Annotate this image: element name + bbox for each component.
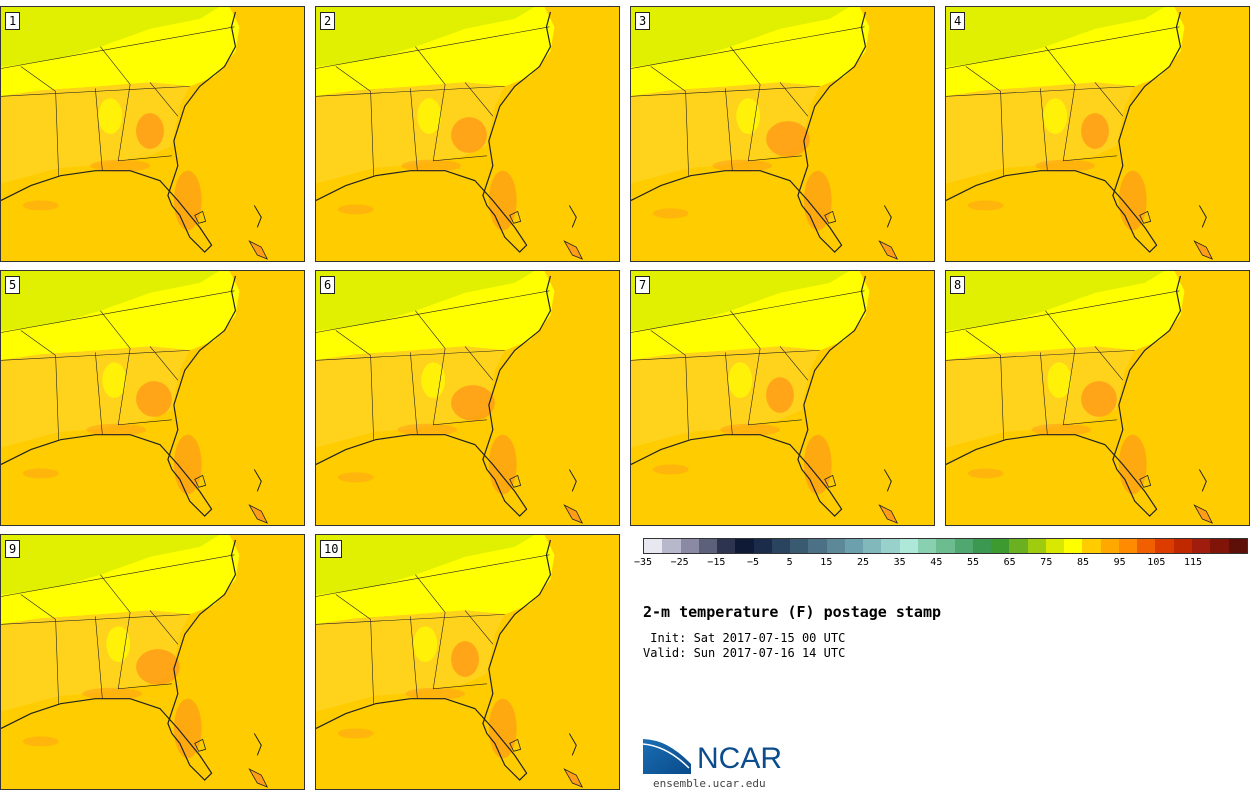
- colorbar-tick-label: −25: [670, 557, 689, 568]
- colorbar-swatch: [662, 539, 681, 553]
- member-label: 10: [320, 540, 343, 558]
- colorbar-tick-label: 25: [856, 557, 870, 568]
- colorbar-swatch: [1118, 539, 1138, 553]
- colorbar-swatch: [717, 539, 736, 553]
- member-panel-2: 2: [315, 6, 620, 262]
- temperature-map: [316, 271, 619, 525]
- colorbar-swatch: [771, 539, 791, 553]
- member-panel-7: 7: [630, 270, 935, 526]
- colorbar-tick-label: 95: [1113, 557, 1126, 568]
- member-panel-6: 6: [315, 270, 620, 526]
- colorbar-swatch: [899, 539, 918, 553]
- colorbar-swatch: [1100, 539, 1119, 553]
- temperature-map: [1, 7, 304, 261]
- colorbar-swatch: [863, 539, 882, 553]
- colorbar-swatch: [698, 539, 718, 553]
- colorbar-swatch: [844, 539, 864, 553]
- member-label: 1: [5, 12, 21, 30]
- colorbar-swatch: [1228, 539, 1247, 553]
- member-label: 6: [320, 276, 336, 294]
- chart-title: 2-m temperature (F) postage stamp: [643, 603, 942, 621]
- member-panel-1: 1: [0, 6, 305, 262]
- colorbar-tick-label: −5: [746, 557, 760, 568]
- temperature-map: [631, 7, 934, 261]
- colorbar-swatch: [808, 539, 827, 553]
- member-label: 3: [635, 12, 651, 30]
- member-panel-10: 10: [315, 534, 620, 790]
- colorbar-tick-label: 45: [930, 557, 943, 568]
- colorbar-tick-label: −15: [707, 557, 726, 568]
- colorbar-swatch: [972, 539, 992, 553]
- colorbar-tick-label: 35: [893, 557, 906, 568]
- member-label: 5: [5, 276, 21, 294]
- colorbar-swatch: [954, 539, 973, 553]
- colorbar-tick-label: 5: [786, 557, 793, 568]
- valid-time: Valid: Sun 2017-07-16 14 UTC: [643, 646, 846, 660]
- colorbar-swatch: [753, 539, 772, 553]
- colorbar-tick-label: 115: [1183, 557, 1203, 568]
- colorbar-swatch: [881, 539, 900, 553]
- member-panel-9: 9: [0, 534, 305, 790]
- member-panel-8: 8: [945, 270, 1250, 526]
- init-time: Init: Sat 2017-07-15 00 UTC: [643, 631, 846, 645]
- colorbar-swatch: [680, 539, 699, 553]
- member-label: 9: [5, 540, 21, 558]
- member-panel-4: 4: [945, 6, 1250, 262]
- colorbar-tick-label: 65: [1003, 557, 1016, 568]
- colorbar-tick-labels: −35 −25 −15 −5 5 15 25 35 45 55 65 75 85 95 105 115: [634, 557, 1248, 571]
- colorbar-swatch: [1009, 539, 1028, 553]
- colorbar-tick-label: 75: [1040, 557, 1053, 568]
- member-label: 7: [635, 276, 651, 294]
- colorbar-swatch: [1027, 539, 1046, 553]
- temperature-map: [1, 535, 304, 789]
- temperature-map: [946, 271, 1249, 525]
- colorbar-tick-label: −35: [633, 557, 653, 568]
- temperature-colorbar: [643, 538, 1248, 554]
- colorbar-swatch: [991, 539, 1010, 553]
- colorbar-swatch: [1064, 539, 1083, 553]
- member-label: 8: [950, 276, 966, 294]
- colorbar-tick-label: 55: [966, 557, 980, 568]
- colorbar-swatch: [1082, 539, 1101, 553]
- colorbar-swatch: [917, 539, 937, 553]
- member-label: 2: [320, 12, 336, 30]
- temperature-map: [1, 271, 304, 525]
- colorbar-tick-label: 85: [1076, 557, 1090, 568]
- temperature-map: [316, 535, 619, 789]
- temperature-map: [316, 7, 619, 261]
- member-panel-5: 5: [0, 270, 305, 526]
- member-label: 4: [950, 12, 966, 30]
- ncar-logo-icon: [643, 737, 694, 774]
- colorbar-tick-label: 15: [820, 557, 833, 568]
- colorbar-swatch: [1191, 539, 1211, 553]
- colorbar-swatch: [826, 539, 845, 553]
- colorbar-swatch: [735, 539, 754, 553]
- colorbar-swatch: [1155, 539, 1174, 553]
- member-panel-3: 3: [630, 6, 935, 262]
- logo-wordmark: NCAR: [697, 742, 783, 775]
- colorbar-swatch: [790, 539, 809, 553]
- colorbar-tick-label: 105: [1147, 557, 1166, 568]
- colorbar-swatch: [644, 539, 663, 553]
- colorbar-swatch: [1137, 539, 1156, 553]
- colorbar-swatch: [936, 539, 955, 553]
- temperature-map: [631, 271, 934, 525]
- temperature-map: [946, 7, 1249, 261]
- colorbar-swatch: [1045, 539, 1065, 553]
- logo-url: ensemble.ucar.edu: [653, 777, 766, 790]
- colorbar-swatch: [1210, 539, 1229, 553]
- colorbar-swatch: [1173, 539, 1192, 553]
